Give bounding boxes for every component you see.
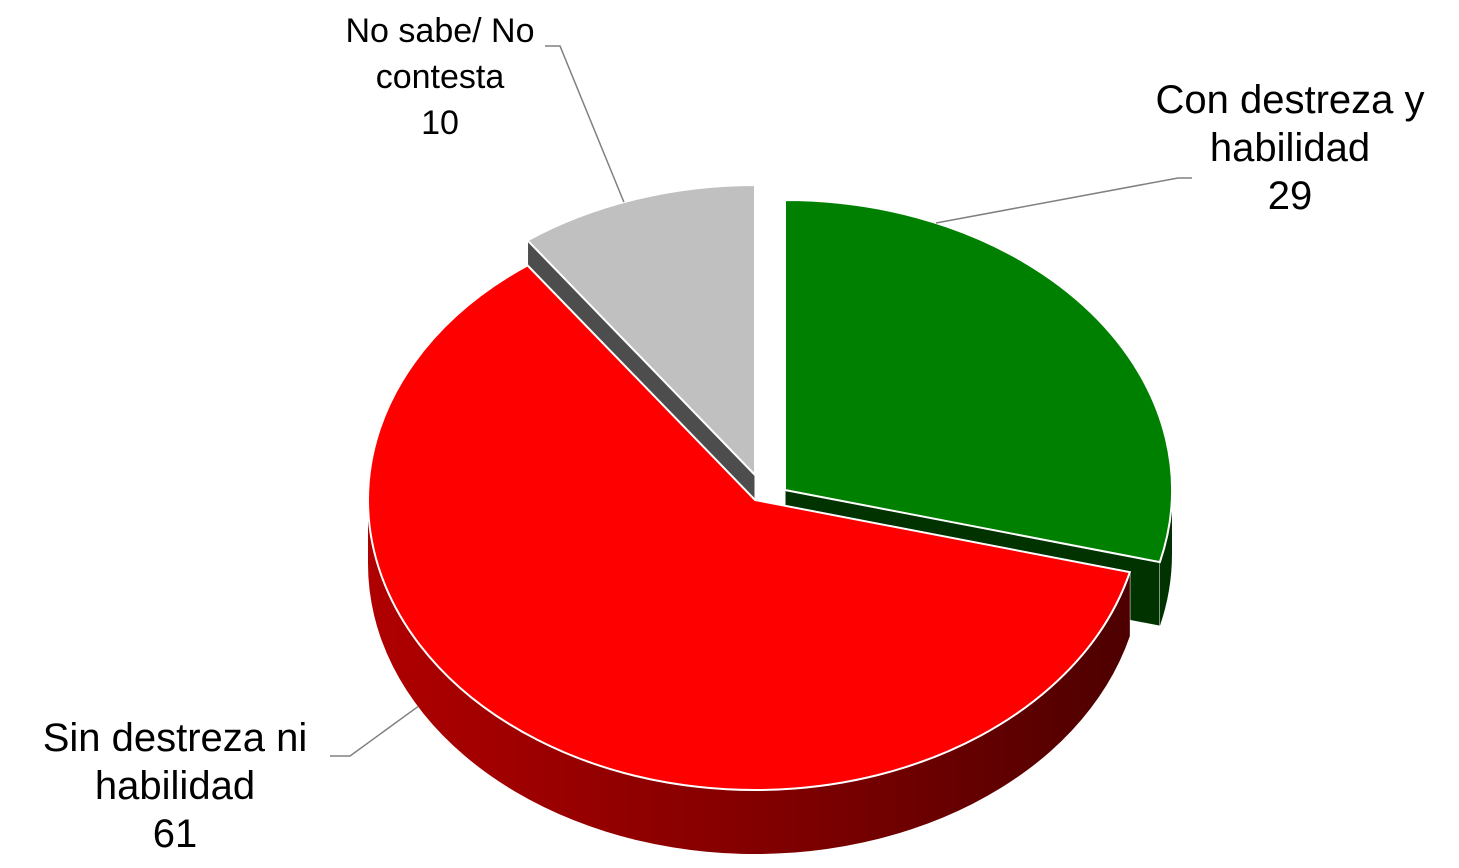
slice-con-destreza-leader-line <box>935 177 1192 224</box>
label-sin-destreza-line2: habilidad <box>94 764 256 808</box>
label-con-destreza: Con destreza y habilidad 29 <box>1120 76 1459 220</box>
slice-con-destreza <box>784 198 1173 564</box>
slice-con-destreza-rim-0 <box>1159 490 1172 627</box>
label-no-sabe-line2: contesta <box>375 58 505 96</box>
slice-sin-destreza <box>367 264 1132 791</box>
slice-no-sabe-leader-line <box>545 45 625 203</box>
label-con-destreza-value: 29 <box>1267 174 1313 218</box>
label-con-destreza-line1: Con destreza y <box>1155 78 1425 122</box>
label-con-destreza-line2: habilidad <box>1209 126 1371 170</box>
label-sin-destreza-line1: Sin destreza ni <box>42 716 308 760</box>
slice-sin-destreza-leader-line <box>330 705 419 757</box>
slice-sin-destreza-rim-0 <box>368 500 1130 855</box>
slice-no-sabe <box>525 183 756 478</box>
label-no-sabe-value: 10 <box>421 104 459 142</box>
label-no-sabe-line1: No sabe/ No <box>345 12 535 50</box>
label-no-sabe: No sabe/ No contesta 10 <box>300 8 580 146</box>
label-sin-destreza-value: 61 <box>152 812 198 856</box>
label-sin-destreza: Sin destreza ni habilidad 61 <box>0 714 350 858</box>
